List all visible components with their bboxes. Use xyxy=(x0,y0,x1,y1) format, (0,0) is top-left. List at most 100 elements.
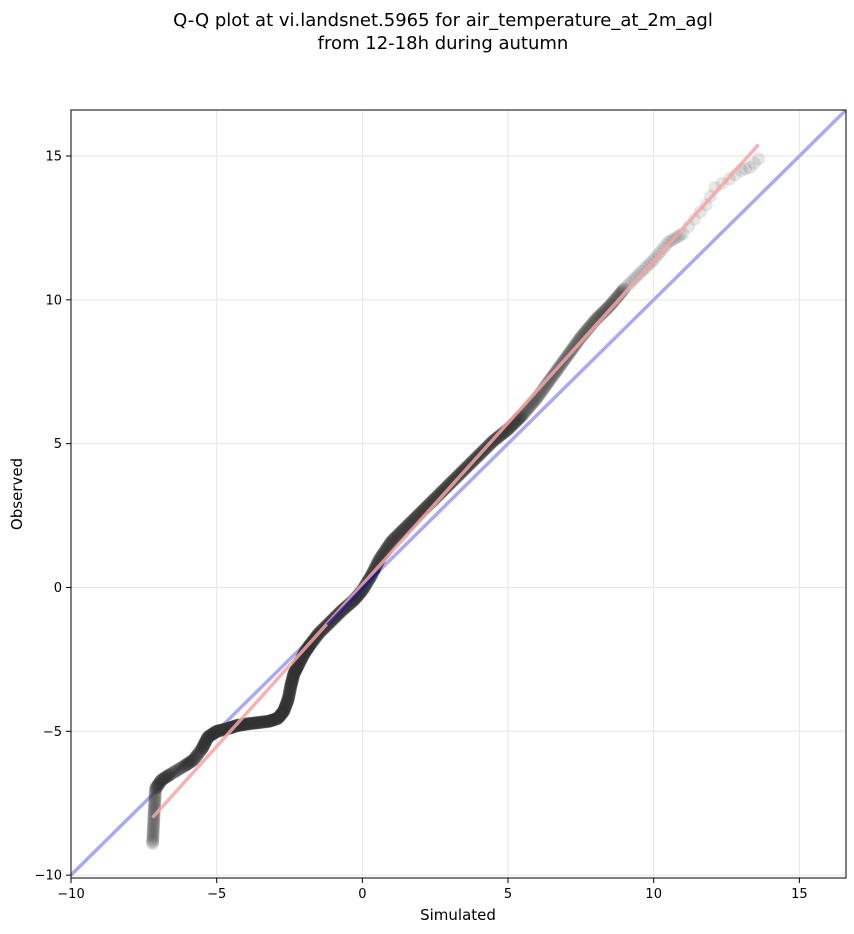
quantile-point xyxy=(298,645,312,659)
chart-title: Q-Q plot at vi.landsnet.5965 for air_tem… xyxy=(173,10,713,54)
quantile-point xyxy=(543,373,557,387)
quantile-point xyxy=(211,724,225,738)
quantile-point xyxy=(602,300,616,314)
quantile-point xyxy=(215,723,229,737)
quantile-point xyxy=(606,295,620,309)
grid-lines xyxy=(71,110,846,878)
quantile-point xyxy=(148,787,162,801)
quantile-point xyxy=(280,694,294,708)
quantile-point xyxy=(198,736,212,750)
quantile-point xyxy=(191,746,205,760)
quantile-point xyxy=(163,767,177,781)
quantile-point xyxy=(275,706,289,720)
quantile-point xyxy=(391,528,405,542)
quantile-point xyxy=(279,698,293,712)
y-axis-ticks: −10 −5 0 5 10 15 xyxy=(35,150,71,884)
quantile-point xyxy=(289,662,303,676)
quantile-point xyxy=(271,711,285,725)
quantile-point xyxy=(270,712,284,726)
quantile-point xyxy=(258,715,272,729)
quantile-point xyxy=(245,716,259,730)
quantile-point xyxy=(152,777,166,791)
quantile-point xyxy=(282,686,296,700)
quantile-point xyxy=(544,372,558,386)
quantile-point xyxy=(232,718,246,732)
quantile-point xyxy=(369,559,383,573)
x-tick-label: 5 xyxy=(504,887,512,902)
quantile-point xyxy=(180,758,194,772)
quantile-point xyxy=(259,715,273,729)
quantile-point xyxy=(387,532,401,546)
quantile-point xyxy=(147,814,161,828)
quantile-point xyxy=(268,712,282,726)
quantile-point xyxy=(179,758,193,772)
quantile-point xyxy=(282,690,296,704)
quantile-point xyxy=(260,715,274,729)
quantile-point xyxy=(395,524,409,538)
quantile-point xyxy=(149,781,163,795)
quantile-point xyxy=(155,773,169,787)
quantile-point xyxy=(151,778,165,792)
quantile-point xyxy=(254,715,268,729)
quantile-point xyxy=(738,162,752,176)
quantile-point xyxy=(205,728,219,742)
quantile-point xyxy=(146,828,160,842)
quantile-point xyxy=(632,267,646,281)
quantile-point xyxy=(165,766,179,780)
quantile-point xyxy=(393,526,407,540)
quantile-point xyxy=(154,774,168,788)
quantile-point xyxy=(386,533,400,547)
quantile-point xyxy=(438,482,452,496)
quantile-point xyxy=(494,428,508,442)
quantile-point xyxy=(289,662,303,676)
quantile-point xyxy=(273,708,287,722)
quantile-point xyxy=(147,816,161,830)
quantile-point xyxy=(627,272,641,286)
quantile-point xyxy=(146,836,160,850)
quantile-point xyxy=(250,716,264,730)
quantile-point xyxy=(289,663,303,677)
quantile-point xyxy=(601,301,615,315)
quantile-point xyxy=(191,747,205,761)
quantile-point xyxy=(162,768,176,782)
quantile-point xyxy=(384,536,398,550)
quantile-point xyxy=(189,750,203,764)
quantile-point xyxy=(265,713,279,727)
quantile-point xyxy=(572,333,586,347)
quantile-point xyxy=(266,713,280,727)
quantile-point xyxy=(743,161,757,175)
quantile-point xyxy=(148,786,162,800)
quantile-point xyxy=(283,683,297,697)
quantile-point xyxy=(283,681,297,695)
quantile-point xyxy=(244,716,258,730)
quantile-point xyxy=(279,699,293,713)
quantile-point xyxy=(605,296,619,310)
quantile-point xyxy=(187,752,201,766)
quantile-point xyxy=(272,710,286,724)
quantile-point xyxy=(216,723,230,737)
quantile-point xyxy=(198,735,212,749)
quantile-point xyxy=(290,661,304,675)
quantile-point xyxy=(148,789,162,803)
quantile-point xyxy=(151,778,165,792)
quantile-point xyxy=(381,539,395,553)
quantile-point xyxy=(287,666,301,680)
y-tick-label: 15 xyxy=(45,150,62,165)
quantile-point xyxy=(285,673,299,687)
quantile-point xyxy=(630,269,644,283)
quantile-point xyxy=(388,531,402,545)
quantile-point xyxy=(224,721,238,735)
quantile-point xyxy=(282,688,296,702)
quantile-point xyxy=(241,717,255,731)
quantile-point xyxy=(146,820,160,834)
quantile-point xyxy=(147,812,161,826)
quantile-point xyxy=(276,705,290,719)
quantile-point xyxy=(277,704,291,718)
quantile-point xyxy=(284,677,298,691)
quantile-point xyxy=(146,822,160,836)
quantile-point xyxy=(202,730,216,744)
quantile-point xyxy=(284,680,298,694)
quantile-point xyxy=(569,337,583,351)
quantile-point xyxy=(288,664,302,678)
quantile-point xyxy=(276,705,290,719)
